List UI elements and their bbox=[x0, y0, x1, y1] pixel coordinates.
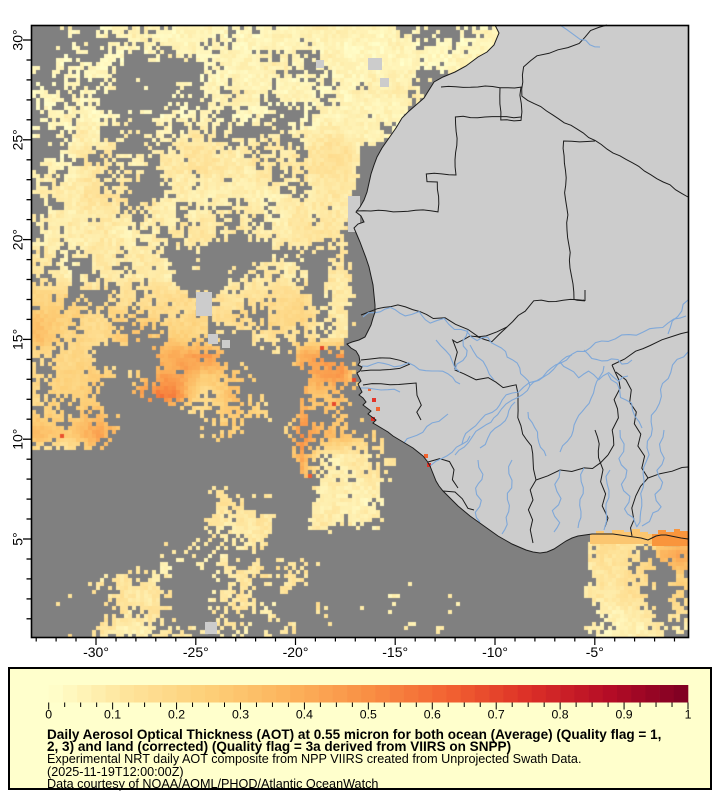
svg-text:-25°: -25° bbox=[183, 644, 209, 660]
svg-text:20°: 20° bbox=[10, 229, 26, 250]
svg-text:1: 1 bbox=[685, 708, 692, 722]
svg-text:25°: 25° bbox=[10, 129, 26, 150]
svg-text:-5°: -5° bbox=[586, 644, 604, 660]
svg-text:0.8: 0.8 bbox=[552, 708, 569, 722]
svg-text:30°: 30° bbox=[10, 29, 26, 50]
svg-text:10°: 10° bbox=[10, 429, 26, 450]
svg-text:0.1: 0.1 bbox=[104, 708, 121, 722]
svg-text:0.6: 0.6 bbox=[424, 708, 441, 722]
svg-text:-30°: -30° bbox=[83, 644, 109, 660]
svg-text:-10°: -10° bbox=[482, 644, 508, 660]
svg-text:0.7: 0.7 bbox=[488, 708, 505, 722]
svg-text:0.3: 0.3 bbox=[232, 708, 249, 722]
svg-text:-20°: -20° bbox=[283, 644, 309, 660]
svg-text:0.4: 0.4 bbox=[296, 708, 313, 722]
svg-text:0.2: 0.2 bbox=[168, 708, 185, 722]
svg-text:0.9: 0.9 bbox=[616, 708, 633, 722]
svg-text:5°: 5° bbox=[10, 532, 26, 545]
svg-text:0: 0 bbox=[45, 708, 52, 722]
svg-text:15°: 15° bbox=[10, 329, 26, 350]
svg-text:-15°: -15° bbox=[382, 644, 408, 660]
svg-text:0.5: 0.5 bbox=[360, 708, 377, 722]
